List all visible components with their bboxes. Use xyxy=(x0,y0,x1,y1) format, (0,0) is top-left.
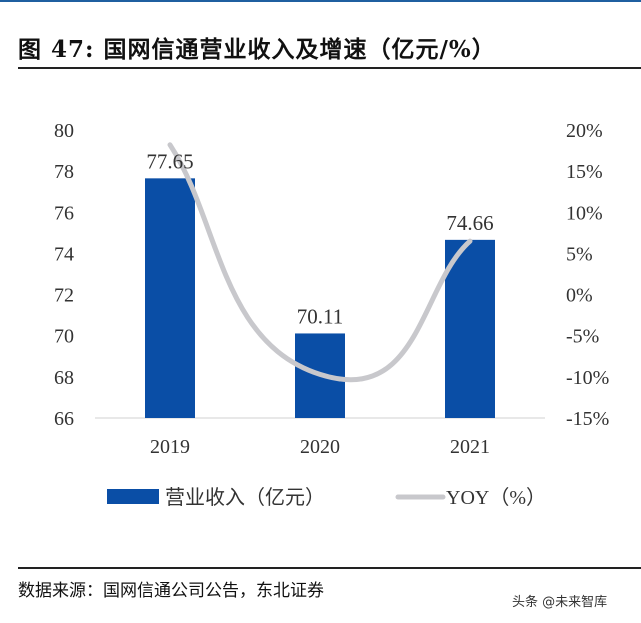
x-tick-2020: 2020 xyxy=(300,436,340,458)
title-divider xyxy=(18,67,641,69)
left-axis-tick: 76 xyxy=(54,202,74,224)
left-axis-tick: 70 xyxy=(54,326,74,348)
right-axis-tick: -5% xyxy=(566,326,599,348)
left-axis-tick: 72 xyxy=(54,285,74,307)
left-axis-tick: 66 xyxy=(54,408,74,430)
data-label-2020: 70.11 xyxy=(297,304,343,328)
chart: 66 68 70 72 74 76 78 80 -15% -10% -5% 0% 5% 10% 15% 20%… xyxy=(54,120,609,509)
x-tick-2019: 2019 xyxy=(150,436,190,458)
right-axis-tick: 5% xyxy=(566,243,593,265)
data-label-2021: 74.66 xyxy=(446,211,493,235)
right-axis-tick: 20% xyxy=(566,120,603,142)
right-axis-tick: 10% xyxy=(566,202,603,224)
left-axis-tick: 78 xyxy=(54,161,74,183)
legend-bar-label: 营业收入（亿元） xyxy=(165,486,325,509)
left-axis-tick: 80 xyxy=(54,120,74,142)
chart-title: 图 47: 国网信通营业收入及增速（亿元/%） xyxy=(18,36,496,63)
source-note: 数据来源：国网信通公司公告，东北证券 xyxy=(18,581,324,601)
top-border xyxy=(0,0,641,2)
right-axis-tick: 0% xyxy=(566,285,593,307)
bar-2019 xyxy=(145,178,195,418)
legend-bar-swatch xyxy=(107,489,159,504)
right-axis-tick: 15% xyxy=(566,161,603,183)
x-tick-2021: 2021 xyxy=(450,436,490,458)
bar-2021 xyxy=(445,239,495,418)
legend-line-label: YOY（%） xyxy=(446,486,546,509)
data-label-2019: 77.65 xyxy=(146,149,193,173)
right-axis-tick: -15% xyxy=(566,408,609,430)
source-divider xyxy=(18,567,641,569)
yoy-line xyxy=(167,142,473,383)
watermark: 头条 @未来智库 xyxy=(512,595,608,610)
left-axis-tick: 68 xyxy=(54,367,74,389)
left-axis-tick: 74 xyxy=(54,243,74,265)
right-axis-tick: -10% xyxy=(566,367,609,389)
